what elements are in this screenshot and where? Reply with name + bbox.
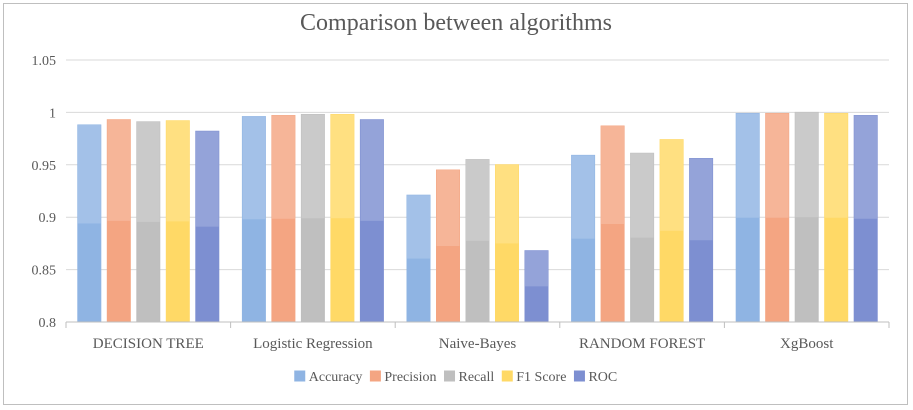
x-axis [65,321,890,328]
legend-label: ROC [588,370,617,385]
bar-xgboost-precision [765,112,790,323]
bar-decision-tree-precision [106,119,131,323]
bar-highlight [525,250,548,287]
bar-random-forest-recall [630,152,655,323]
legend-swatch [573,370,585,382]
bar-highlight [360,119,384,221]
legend-item-roc: ROC [573,370,617,385]
y-tick-label: 0.85 [32,264,57,279]
bar-logistic-regression-f1-score [330,113,355,323]
bar-logistic-regression-accuracy [241,116,266,323]
bar-random-forest-f1-score [659,139,684,323]
bar-highlight [630,153,654,238]
bar-highlight [195,131,219,227]
bar-highlight [301,114,325,219]
bar-xgboost-roc [853,115,878,323]
bar-naive-bayes-precision [436,169,460,323]
legend-swatch [369,370,381,382]
bar-highlight [601,126,625,225]
bar-highlight [854,115,878,219]
x-tick-label-decision-tree: DECISION TREE [93,336,204,352]
bar-highlight [795,112,819,218]
legend: Accuracy Precision Recall F1 Score ROC [294,370,617,385]
bar-highlight [495,164,519,244]
bar-highlight [242,116,266,220]
legend-swatch [501,370,513,382]
y-tick-label: 0.95 [32,159,57,174]
bar-decision-tree-recall [136,121,161,323]
x-tick-label-naive-bayes: Naive-Bayes [439,336,517,352]
bar-highlight [330,114,354,219]
y-tick-label: 0.8 [39,316,57,331]
y-tick-label: 1.05 [32,54,57,69]
chart-frame: Comparison between algorithms 0.8 0.85 0.9… [3,3,908,405]
bar-highlight [436,170,460,247]
y-tick-label: 0.9 [39,211,57,226]
legend-item-recall: Recall [444,370,495,385]
legend-label: F1 Score [516,370,566,385]
bar-decision-tree-f1-score [165,120,190,323]
bar-logistic-regression-precision [271,115,296,323]
category-labels: DECISION TREE Logistic Regression Naive-Ba… [93,336,834,352]
bar-highlight [824,113,848,218]
bar-highlight [107,119,131,221]
bar-highlight [407,195,430,259]
bar-highlight [660,139,684,231]
legend-label: Recall [459,370,495,385]
bar-highlight [166,120,190,222]
bar-xgboost-accuracy [735,112,760,323]
bar-highlight [271,115,295,219]
legend-item-precision: Precision [369,370,437,385]
bar-random-forest-precision [600,125,625,323]
y-tick-label: 1 [49,106,56,121]
bar-xgboost-recall [794,111,819,323]
bar-highlight [736,113,760,218]
legend-label: Accuracy [309,370,363,385]
bar-highlight [136,121,160,222]
legend-item-accuracy: Accuracy [294,370,363,385]
bar-naive-bayes-recall [465,159,490,323]
bar-naive-bayes-f1-score [495,164,519,323]
bar-decision-tree-accuracy [77,124,102,323]
legend-swatch [444,370,456,382]
bar-decision-tree-roc [195,130,220,323]
legend-label: Precision [384,370,436,385]
bar-logistic-regression-roc [359,119,384,323]
bar-naive-bayes-accuracy [406,194,431,323]
bars [77,111,878,323]
bar-xgboost-f1-score [824,112,849,323]
y-axis-ticks: 0.8 0.85 0.9 0.95 1 1.05 [32,54,57,331]
legend-item-f1-score: F1 Score [501,370,566,385]
bar-logistic-regression-recall [300,113,325,323]
bar-highlight [466,159,489,241]
x-tick-label-xgboost: XgBoost [780,336,834,352]
legend-swatch [294,370,306,382]
bar-highlight [77,124,101,224]
bar-naive-bayes-roc [524,250,549,323]
bar-highlight [571,155,595,239]
bar-highlight [765,113,789,218]
x-tick-label-logistic-regression: Logistic Regression [253,336,373,352]
bar-random-forest-accuracy [571,154,596,323]
bar-highlight [689,158,713,241]
chart-title: Comparison between algorithms [300,10,612,36]
bar-chart: Comparison between algorithms 0.8 0.85 0.9… [32,10,890,385]
bar-random-forest-roc [689,158,714,323]
x-tick-label-random-forest: RANDOM FOREST [579,336,705,352]
